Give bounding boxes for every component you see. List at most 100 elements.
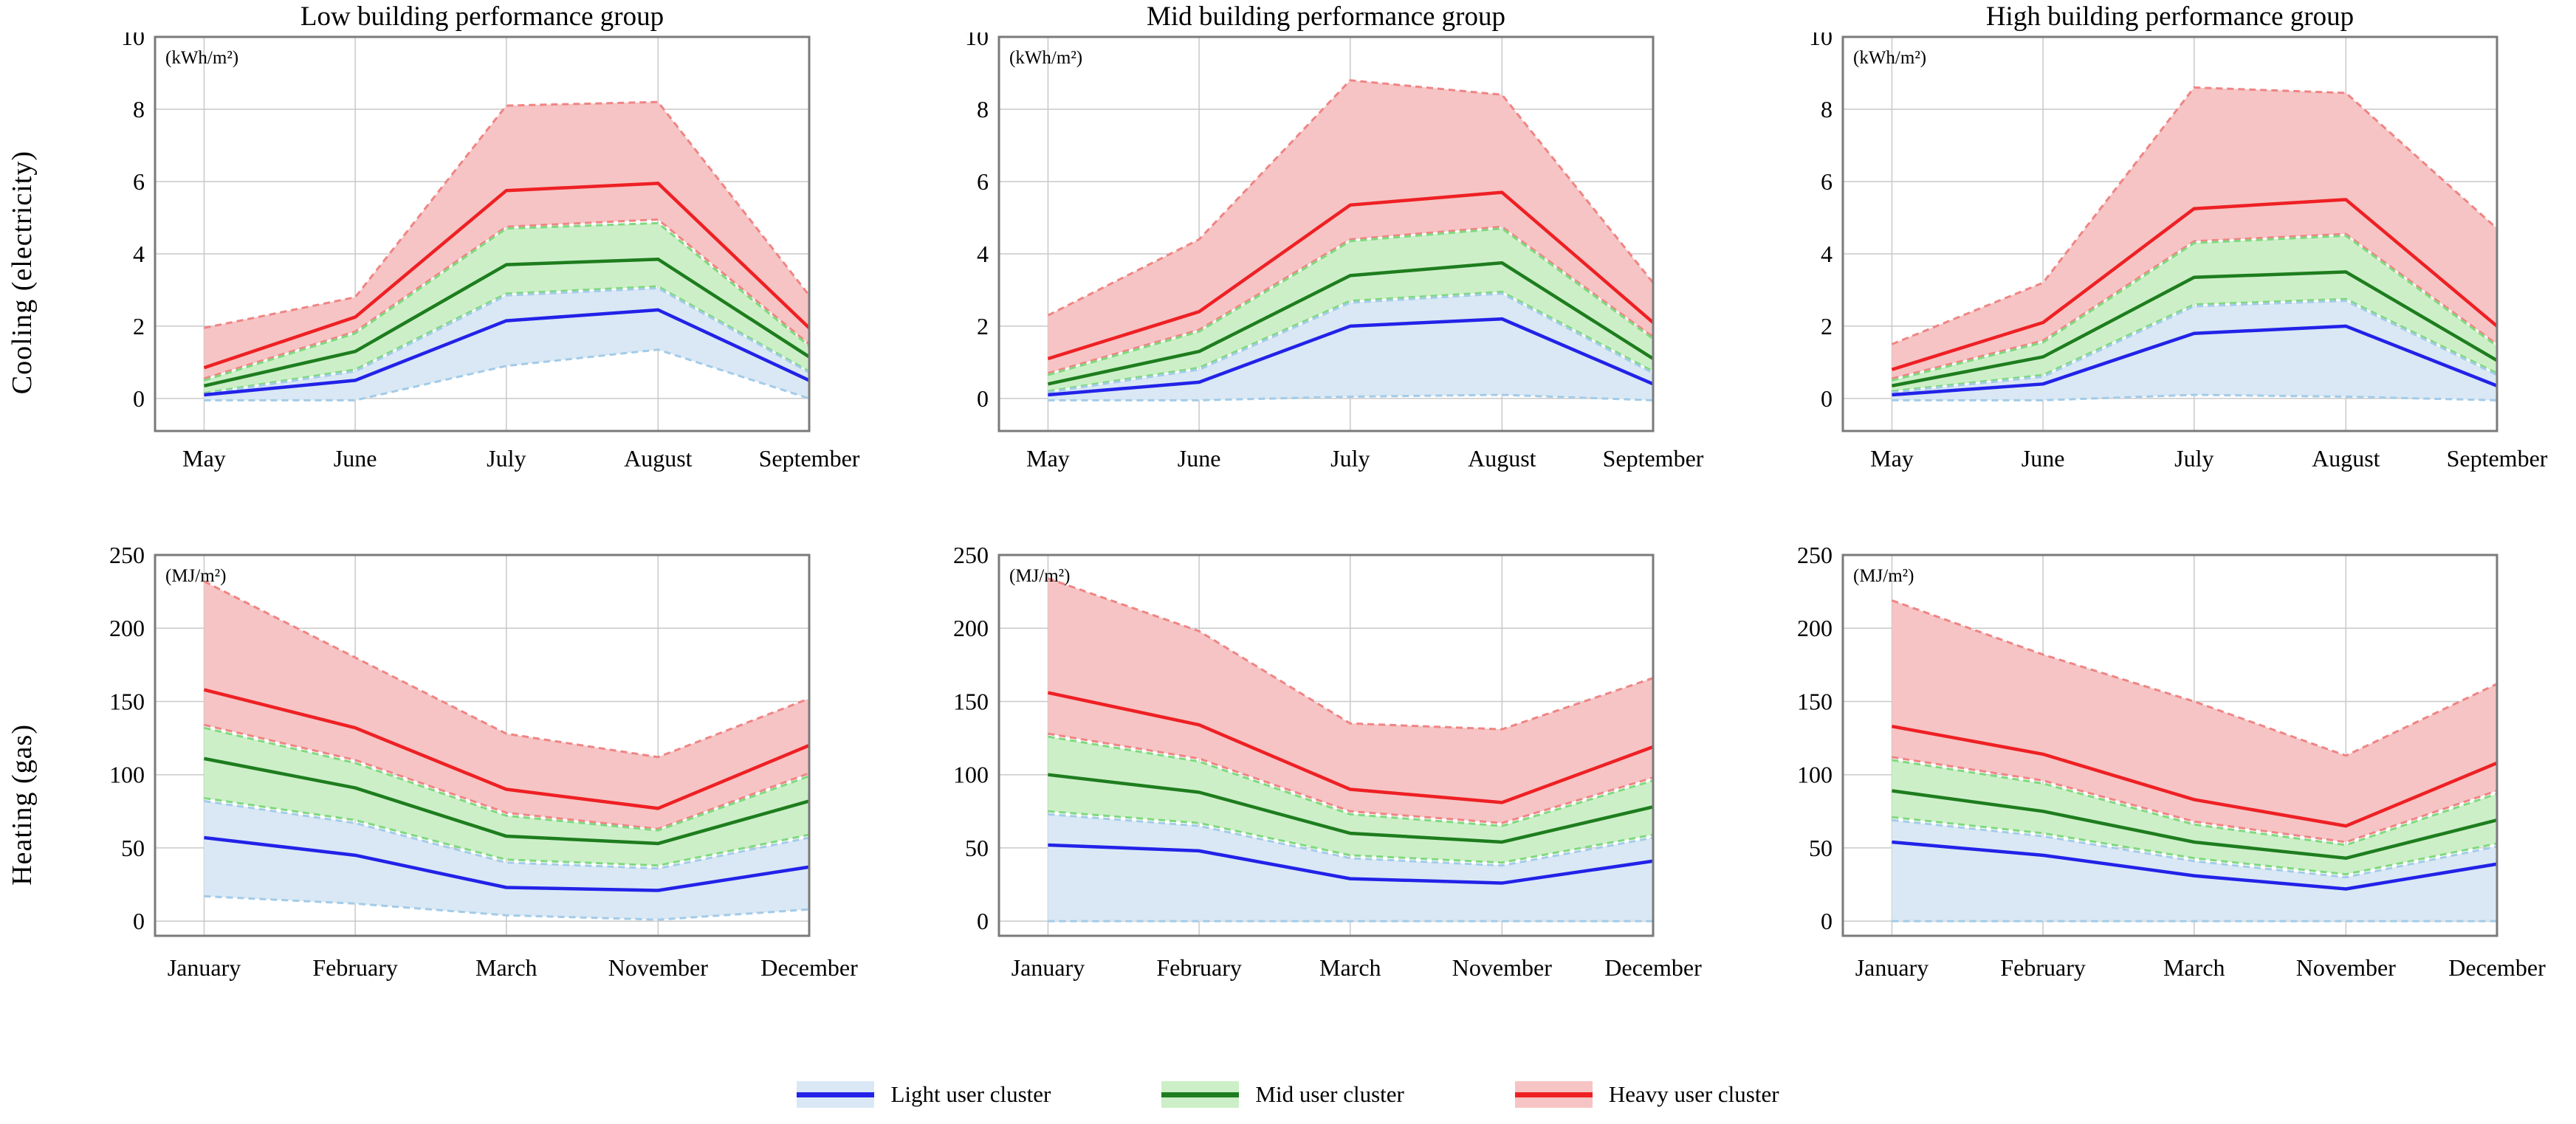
- y-tick-label: 8: [1821, 96, 1833, 123]
- mid-upper-bound-line: [204, 221, 810, 382]
- band-heavy: [204, 581, 809, 830]
- y-axis-title-heating-text: Heating (gas): [7, 724, 38, 886]
- chart-title-low: Low building performance group: [300, 1, 664, 32]
- plot-border: [1841, 35, 2498, 432]
- light-upper-bound-line: [1048, 292, 1654, 394]
- x-tick-label: January: [1855, 954, 1929, 981]
- y-tick-label: 6: [1821, 168, 1833, 195]
- light-mean-line: [204, 835, 810, 892]
- light-upper-bound-line: [204, 286, 810, 396]
- x-tick-label: November: [608, 954, 708, 981]
- mid-lower-bound-line: [1048, 810, 1654, 864]
- light-mean-line: [204, 308, 810, 397]
- band-heavy: [1892, 87, 2497, 379]
- legend-swatch-mid: [1161, 1081, 1240, 1108]
- unit-label: (kWh/m²): [1009, 48, 1082, 68]
- light-lower-bound-line: [204, 348, 810, 401]
- chart-panel-mid-cooling: Mid building performance group (kWh/m²) 0…: [888, 0, 1732, 545]
- heavy-mean-line: [1891, 198, 2498, 371]
- y-tick-label: 100: [109, 762, 145, 788]
- plot-border: [154, 35, 811, 432]
- x-axis-labels: January February March November December: [1011, 954, 1702, 981]
- band-mid: [1892, 235, 2497, 392]
- unit-label: (kWh/m²): [165, 48, 238, 68]
- mid-mean-line: [1892, 270, 2498, 387]
- y-tick-label: 250: [953, 545, 989, 568]
- chart-title-mid: Mid building performance group: [1146, 1, 1506, 32]
- y-tick-label: 200: [1797, 615, 1833, 641]
- light-upper-bound-line: [1048, 813, 1654, 867]
- y-tick-label: 10: [121, 32, 145, 50]
- heavy-mean-line: [1047, 190, 1655, 361]
- y-axis-ticks: 0 50 100 150 200 250: [953, 542, 989, 934]
- band-light: [204, 288, 809, 401]
- legend-line-mid: [1161, 1092, 1240, 1097]
- y-tick-label: 0: [133, 385, 145, 412]
- y-tick-label: 200: [953, 615, 989, 641]
- legend-label-heavy: Heavy user cluster: [1608, 1081, 1779, 1107]
- chart-panel-mid-heating: (MJ/m²) 0 50 100 150 200 250 January February Mar…: [888, 542, 1732, 1065]
- plot-border: [997, 554, 1655, 937]
- legend-item-light: Light user cluster: [797, 1081, 1051, 1108]
- heavy-mean-line: [1892, 724, 2498, 828]
- legend-label-light: Light user cluster: [890, 1081, 1051, 1107]
- x-tick-label: March: [1319, 954, 1381, 981]
- unit-label: (kWh/m²): [1853, 48, 1926, 68]
- mid-mean-line: [203, 258, 811, 387]
- y-tick-label: 150: [109, 688, 145, 714]
- heavy-upper-bound-line: [1891, 599, 2498, 757]
- y-axis-ticks: 0 2 4 6 8 10: [965, 24, 989, 412]
- y-axis-ticks: 0 50 100 150 200 250: [109, 542, 145, 934]
- plot-border: [1841, 554, 2498, 937]
- legend-line-light: [797, 1092, 875, 1097]
- chart-low-cooling: (kWh/m²) 0 2 4 6 8 10 May June July August Septembe…: [44, 24, 888, 545]
- mid-lower-bound-line: [204, 796, 810, 867]
- light-upper-bound-line: [1892, 818, 2498, 879]
- mid-lower-bound-line: [1892, 297, 2498, 393]
- y-tick-label: 50: [121, 835, 145, 861]
- chart-high-heating: (MJ/m²) 0 50 100 150 200 250 January February Mar…: [1732, 542, 2576, 1065]
- x-tick-label: September: [1603, 445, 1704, 472]
- legend-swatch-light: [797, 1081, 875, 1108]
- y-tick-label: 2: [1821, 313, 1833, 339]
- heavy-lower-bound-line: [1048, 732, 1654, 824]
- y-tick-label: 4: [133, 241, 145, 267]
- chart-mid-cooling: (kWh/m²) 0 2 4 6 8 10 May June July August Septembe…: [888, 24, 1732, 545]
- y-tick-label: 8: [133, 96, 145, 123]
- mid-mean-line: [1892, 789, 2498, 861]
- y-tick-label: 4: [1821, 241, 1833, 267]
- y-tick-label: 10: [1809, 32, 1833, 50]
- band-light: [1892, 820, 2497, 922]
- mid-upper-bound-line: [204, 726, 810, 832]
- light-lower-bound-line: [204, 894, 810, 921]
- y-tick-label: 2: [133, 313, 145, 339]
- heavy-mean-line: [203, 182, 811, 370]
- light-lower-bound-line: [1048, 393, 1654, 401]
- x-axis-labels: May June July August September: [182, 445, 860, 472]
- legend-label-mid: Mid user cluster: [1255, 1081, 1404, 1107]
- x-tick-label: February: [1156, 954, 1242, 981]
- light-mean-line: [1048, 843, 1654, 885]
- chart-svg: (kWh/m²) 0 2 4 6 8 10 May June July August Septembe…: [121, 24, 860, 472]
- y-tick-label: 8: [977, 96, 989, 123]
- band-mid: [1892, 759, 2497, 875]
- unit-label: (MJ/m²): [165, 566, 227, 586]
- x-axis-labels: May June July August September: [1026, 445, 1704, 472]
- y-tick-label: 10: [965, 32, 989, 50]
- heavy-lower-bound-line: [1892, 756, 2498, 844]
- legend: Light user cluster Mid user cluster Heav…: [0, 1065, 2576, 1124]
- heavy-lower-bound-line: [1048, 225, 1654, 375]
- y-tick-label: 4: [977, 241, 989, 267]
- chart-mid-heating: (MJ/m²) 0 50 100 150 200 250 January February Mar…: [888, 542, 1732, 1065]
- y-axis-ticks: 0 2 4 6 8 10: [1809, 24, 1833, 412]
- y-tick-label: 0: [1821, 385, 1833, 412]
- heavy-mean-line: [203, 688, 810, 810]
- light-upper-bound-line: [204, 799, 810, 870]
- mid-lower-bound-line: [204, 285, 810, 395]
- mid-mean-line: [1047, 261, 1655, 386]
- mid-upper-bound-line: [1048, 735, 1654, 827]
- y-tick-label: 150: [1797, 688, 1833, 714]
- y-tick-label: 0: [977, 385, 989, 412]
- chart-title-high: High building performance group: [1985, 1, 2355, 32]
